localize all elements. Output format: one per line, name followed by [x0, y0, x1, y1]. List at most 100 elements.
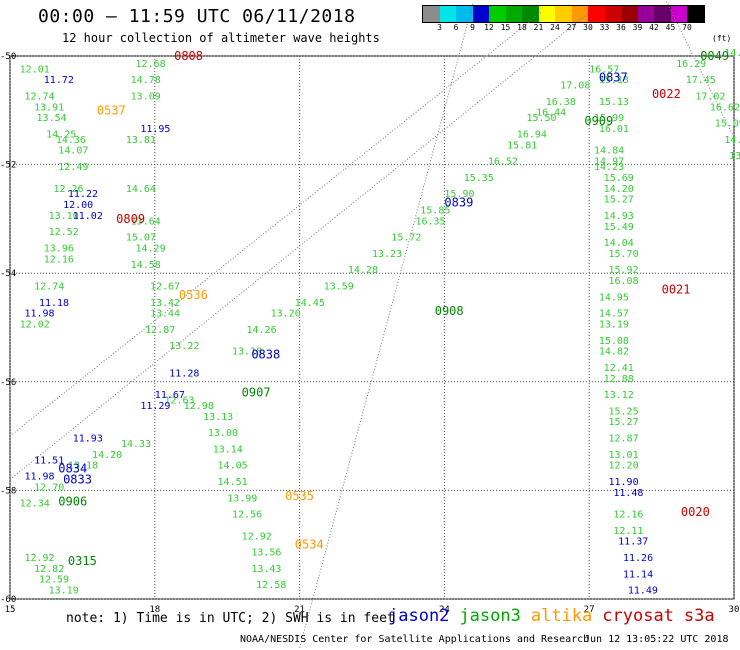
data-label-jason3: 12.56 — [232, 510, 262, 521]
data-label-jason3: 15.08 — [599, 336, 629, 347]
data-label-jason3: 13.99 — [227, 493, 257, 504]
data-label-jason3: 15.70 — [609, 249, 639, 260]
data-label-jason3: 15.13 — [599, 97, 629, 108]
data-label-jason3: 12.70 — [34, 482, 64, 493]
data-label-jason3: 14.33 — [121, 439, 151, 450]
data-label-jason3: 13.20 — [271, 309, 301, 320]
pass-time-label: 0808 — [174, 49, 203, 63]
data-label-jason3: 12.34 — [20, 499, 50, 510]
data-label-jason3: 14.97 — [594, 157, 624, 168]
legend-item-jason2: jason2 — [388, 606, 450, 626]
data-label-jason3: 16.38 — [546, 97, 576, 108]
data-label-jason3: 12.20 — [609, 461, 639, 472]
data-label-jason3: 13.09 — [131, 91, 161, 102]
color-scale-label: 21 — [533, 23, 544, 32]
y-tick-label: -54 — [0, 269, 16, 279]
data-label-jason3: 13.22 — [169, 341, 199, 352]
color-scale-unit: (ft) — [712, 34, 732, 43]
color-scale-swatch — [654, 6, 671, 22]
data-label-jason3: 16.94 — [517, 129, 547, 140]
pass-time-label: 0809 — [116, 212, 145, 226]
data-label-jason3: 12.52 — [49, 227, 79, 238]
data-label-jason3: 12.11 — [613, 526, 643, 537]
data-label-jason3: 15.50 — [526, 113, 556, 124]
pass-time-label: 0837 — [599, 71, 628, 85]
pass-time-label: 0833 — [63, 473, 92, 487]
data-label-jason3: 12.41 — [604, 363, 634, 374]
data-label-jason3: 12.92 — [24, 553, 54, 564]
data-label-jason3: 16.57 — [589, 64, 619, 75]
data-label-jason3: 16.29 — [676, 59, 706, 70]
data-label-jason2: 11.18 — [39, 298, 69, 309]
data-label-jason3: 15.99 — [594, 113, 624, 124]
data-label-jason3: 13.23 — [372, 249, 402, 260]
y-tick-label: -56 — [0, 378, 16, 388]
data-label-jason3: 15.09 — [715, 119, 740, 130]
color-scale-label: 42 — [649, 23, 659, 32]
data-label-jason3: 15.49 — [604, 222, 634, 233]
pass-time-label: 0534 — [295, 538, 324, 552]
data-label-jason3: 12.98 — [184, 401, 214, 412]
pass-time-label: 0535 — [285, 489, 314, 503]
color-scale-swatch — [522, 6, 539, 22]
legend-item-jason3: jason3 — [459, 606, 521, 626]
data-label-jason3: 12.68 — [135, 59, 165, 70]
data-label-jason3: 12.88 — [604, 374, 634, 385]
legend-item-cryosat: cryosat — [602, 606, 674, 626]
data-label-jason3: 16.52 — [488, 157, 518, 168]
data-label-jason3: 13.18 — [68, 461, 98, 472]
color-scale-swatch — [456, 6, 473, 22]
x-tick-label: 15 — [5, 605, 16, 615]
data-label-jason3: 12.82 — [34, 564, 64, 575]
data-label-jason3: 13.54 — [37, 113, 67, 124]
data-label-jason3: 13.14 — [213, 444, 243, 455]
data-label-jason3: 15.27 — [609, 417, 639, 428]
track-guide-line — [299, 1, 474, 648]
color-scale-labels: 3 6 9 12 15 18 21 24 27 30 33 36 39 42 45 70 — [422, 23, 732, 33]
x-tick-label: 24 — [439, 605, 450, 615]
data-label-jason3: 14.28 — [348, 265, 378, 276]
data-label-jason3: 13.56 — [251, 548, 281, 559]
data-label-jason2: 11.90 — [609, 477, 639, 488]
data-label-jason3: 12.58 — [256, 580, 286, 591]
x-tick-label: 30 — [729, 605, 740, 615]
data-label-jason3: 12.26 — [53, 184, 83, 195]
data-label-jason3: 13.81 — [126, 135, 156, 146]
pass-time-label: 0838 — [251, 348, 280, 362]
color-scale-label: 6 — [453, 23, 459, 32]
data-label-jason2: 11.72 — [44, 75, 74, 86]
data-label-jason3: 13.96 — [44, 243, 74, 254]
data-label-jason3: 14.26 — [247, 325, 277, 336]
pass-time-label: 0834 — [58, 462, 87, 476]
pass-time-label: 0315 — [68, 554, 97, 568]
data-label-jason3: 13.19 — [599, 320, 629, 331]
data-label-jason3: 13.12 — [604, 390, 634, 401]
data-label-jason3: 14.20 — [92, 450, 122, 461]
data-label-jason3: 15.13 — [599, 75, 629, 86]
color-scale-label: 36 — [616, 23, 626, 32]
color-scale-bar — [422, 5, 705, 23]
data-label-jason3: 12.59 — [39, 575, 69, 586]
data-label-jason2: 11.95 — [140, 124, 170, 135]
data-label-jason3: 13.62 — [729, 151, 740, 162]
data-label-jason3: 14.78 — [131, 75, 161, 86]
data-label-jason3: 13.13 — [203, 412, 233, 423]
pass-time-label: 0537 — [97, 103, 126, 117]
data-label-jason3: 16.62 — [710, 102, 740, 113]
data-label-jason3: 15.92 — [609, 265, 639, 276]
data-label-jason3: 14.58 — [131, 260, 161, 271]
data-label-jason2: 11.98 — [24, 309, 54, 320]
data-label-jason2: 11.98 — [24, 472, 54, 483]
data-label-jason3: 14.20 — [604, 184, 634, 195]
track-guide-line — [9, 12, 542, 437]
track-guide-line — [9, 12, 590, 480]
color-scale-label: 24 — [550, 23, 560, 32]
data-label-jason2: 11.67 — [155, 390, 185, 401]
color-scale-swatch — [538, 6, 555, 22]
data-label-jason3: 13.42 — [150, 298, 180, 309]
color-scale-swatch — [489, 6, 506, 22]
color-scale-label: 33 — [599, 23, 610, 32]
x-tick-label: 18 — [149, 605, 160, 615]
data-label-jason3: 14.05 — [218, 461, 248, 472]
data-label-jason3: 12.02 — [20, 320, 50, 331]
